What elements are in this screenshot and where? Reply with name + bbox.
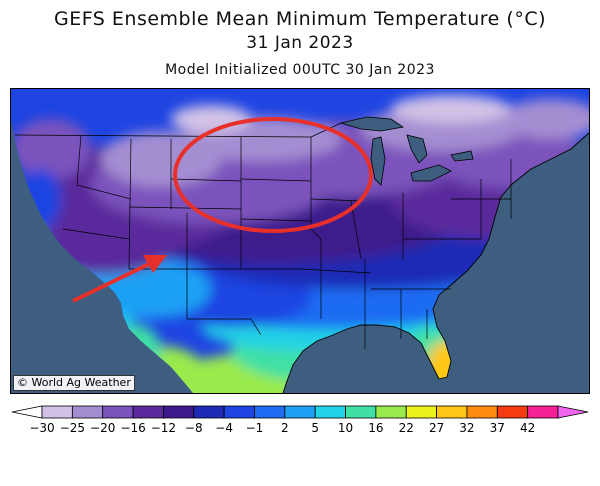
colorbar-tick-label: −1 (246, 421, 264, 435)
colorbar-tick-label: 42 (520, 421, 535, 435)
state-boundaries (14, 122, 512, 349)
colorbar-tick-label: 27 (429, 421, 444, 435)
credit-label: © World Ag Weather (13, 375, 135, 391)
colorbar-tick-label: 2 (281, 421, 289, 435)
colorbar-cell (11, 405, 43, 419)
colorbar-tick-label: −8 (185, 421, 203, 435)
colorbar-cell (163, 405, 195, 419)
colorbar-tick-label: −20 (90, 421, 115, 435)
annotation-arrow (72, 255, 167, 303)
colorbar-tick-label: 32 (459, 421, 474, 435)
colorbar-tick-label: 22 (399, 421, 414, 435)
colorbar-cell (223, 405, 255, 419)
colorbar-cell (284, 405, 316, 419)
colorbar-tick-label: −12 (151, 421, 176, 435)
colorbar-tick-label: 37 (490, 421, 505, 435)
colorbar-tick-label: −30 (29, 421, 54, 435)
valid-date: 31 Jan 2023 (246, 33, 354, 53)
colorbar-cell (405, 405, 437, 419)
model-initialized-label: Model Initialized 00UTC 30 Jan 2023 (165, 62, 435, 78)
colorbar-cell (436, 405, 468, 419)
colorbar-cell (132, 405, 164, 419)
highlight-circle (173, 117, 373, 233)
colorbar-cell (254, 405, 286, 419)
map-title: GEFS Ensemble Mean Minimum Temperature (… (53, 8, 547, 30)
colorbar-ticks: −30 −25 −20 −16 −12 −8 −4 −1 2 5 10 16 22 27 32 37 42 (29, 421, 535, 435)
colorbar-cell (527, 405, 559, 419)
colorbar-tick-label: −4 (215, 421, 233, 435)
colorbar-cell (71, 405, 104, 419)
colorbar-tick-label: 16 (368, 421, 383, 435)
colorbar-cell (375, 405, 407, 419)
colorbar-cell (466, 405, 498, 419)
colorbar-tick-label: 5 (311, 421, 319, 435)
great-lakes (339, 116, 474, 186)
coastline (282, 132, 589, 393)
colorbar-cell (557, 405, 589, 419)
colorbar-cell (41, 405, 73, 419)
colorbar-cell (193, 405, 225, 419)
colorbar-cell (314, 405, 346, 419)
colorbar-tick-label: −16 (120, 421, 145, 435)
colorbar-cell (496, 405, 529, 419)
colorbar-cell (345, 405, 377, 419)
temperature-map: © World Ag Weather (10, 88, 590, 394)
colorbar-cells (11, 405, 589, 419)
colorbar-cell (102, 405, 134, 419)
colorbar-tick-label: 10 (338, 421, 353, 435)
map-canvas (11, 89, 589, 393)
color-legend: −30 −25 −20 −16 −12 −8 −4 −1 2 5 10 16 22 27 32 37 42 (11, 405, 589, 435)
colorbar-tick-label: −25 (60, 421, 85, 435)
